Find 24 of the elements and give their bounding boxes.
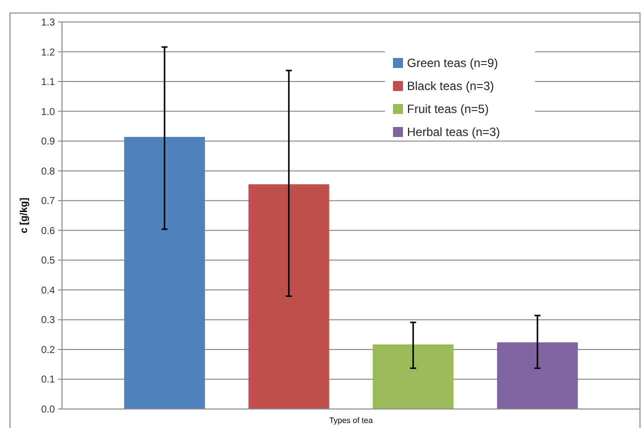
legend-label: Black teas (n=3) [407, 79, 494, 94]
y-tick-label: 0.4 [41, 285, 56, 296]
y-tick-label: 1.0 [41, 106, 56, 118]
bar [497, 342, 578, 409]
legend-label: Herbal teas (n=3) [407, 125, 500, 140]
bar [124, 136, 205, 409]
legend-label: Fruit teas (n=5) [407, 102, 489, 116]
y-tick-label: 0.1 [41, 374, 56, 386]
bar [248, 184, 330, 409]
y-tick-label: 0.8 [41, 166, 56, 178]
y-tick-label: 1.3 [41, 18, 56, 28]
y-tick-label: 0.6 [41, 226, 56, 237]
y-tick-label: 1.2 [41, 47, 56, 58]
y-tick-label: 0.9 [41, 136, 56, 148]
y-tick-label: 0.3 [41, 315, 56, 326]
y-axis-title: c [g/kg] [19, 198, 30, 234]
y-tick-label: 0.5 [41, 256, 56, 267]
y-tick-label: 0.0 [41, 404, 56, 416]
bar [372, 344, 454, 409]
x-axis-title: Types of tea [329, 416, 374, 425]
y-tick-label: 0.2 [41, 344, 56, 356]
y-tick-label: 1.1 [41, 77, 56, 88]
y-tick-label: 0.7 [41, 196, 56, 208]
legend-label: Green teas (n=9) [407, 56, 498, 70]
